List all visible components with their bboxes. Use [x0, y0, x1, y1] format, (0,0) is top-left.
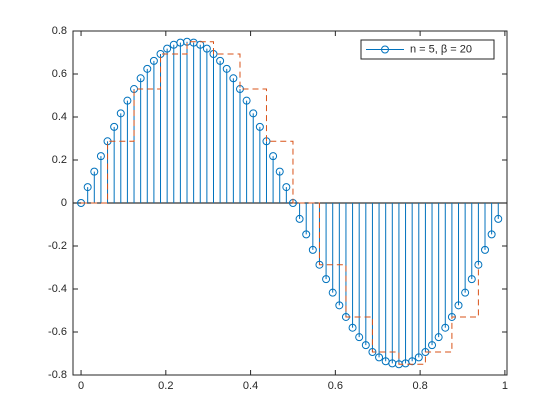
- stem-marker: [202, 44, 211, 53]
- stem-marker: [255, 122, 264, 131]
- stem-marker: [149, 56, 158, 65]
- x-tick-label: 0.8: [412, 380, 427, 392]
- y-tick-label: -0.6: [48, 326, 67, 338]
- y-tick-label: 0: [61, 197, 67, 209]
- stem-marker: [494, 214, 503, 223]
- x-tick-label: 0: [78, 380, 84, 392]
- axes-box: [72, 30, 508, 376]
- stem-marker: [441, 323, 450, 332]
- stem-marker: [361, 341, 370, 350]
- stem-marker: [368, 347, 377, 356]
- stem-marker: [454, 301, 463, 310]
- x-tick-label: 0.2: [158, 380, 173, 392]
- legend-box: [360, 39, 495, 60]
- stem-marker: [282, 183, 291, 192]
- stem-marker: [414, 353, 423, 362]
- stem-marker: [269, 152, 278, 161]
- stem-marker: [222, 64, 231, 73]
- y-tick-label: 0.8: [52, 25, 67, 37]
- stem-marker: [328, 288, 337, 297]
- x-tick-label: 0.4: [243, 380, 258, 392]
- y-tick-label: 0.4: [52, 111, 67, 123]
- stem-marker: [348, 323, 357, 332]
- stem-marker: [83, 183, 92, 192]
- y-tick-label: -0.4: [48, 283, 67, 295]
- stem-marker: [295, 214, 304, 223]
- stem-marker: [242, 96, 251, 105]
- stem-marker: [335, 301, 344, 310]
- y-tick-label: 0.6: [52, 68, 67, 80]
- stem-marker: [229, 74, 238, 83]
- stem-marker: [428, 341, 437, 350]
- stem-marker: [467, 275, 476, 284]
- stem-marker: [90, 167, 99, 176]
- stem-marker: [434, 333, 443, 342]
- stem-marker: [275, 167, 284, 176]
- stem-marker: [136, 74, 145, 83]
- stem-marker: [355, 333, 364, 342]
- x-tick-label: 0.6: [328, 380, 343, 392]
- stem-marker: [96, 152, 105, 161]
- y-tick-label: 0.2: [52, 154, 67, 166]
- stem-marker: [110, 122, 119, 131]
- y-tick-label: -0.8: [48, 369, 67, 381]
- legend-label: n = 5, β = 20: [410, 43, 472, 55]
- stem-marker: [302, 230, 311, 239]
- stem-marker: [163, 44, 172, 53]
- stem-marker: [216, 56, 225, 65]
- x-tick-label: 1: [502, 380, 508, 392]
- stem-marker: [308, 245, 317, 254]
- stem-marker: [143, 64, 152, 73]
- stem-marker: [249, 109, 258, 118]
- stairs-line: [81, 41, 479, 365]
- y-tick-label: -0.2: [48, 240, 67, 252]
- stem-marker: [116, 109, 125, 118]
- legend-marker: [381, 45, 389, 54]
- stem-marker: [481, 245, 490, 254]
- stem-marker: [375, 353, 384, 362]
- stem-marker: [322, 275, 331, 284]
- stem-marker: [315, 260, 324, 269]
- stem-marker: [461, 288, 470, 297]
- stem-marker: [487, 230, 496, 239]
- stem-marker: [474, 260, 483, 269]
- stem-marker: [123, 96, 132, 105]
- legend: n = 5, β = 20: [360, 39, 495, 60]
